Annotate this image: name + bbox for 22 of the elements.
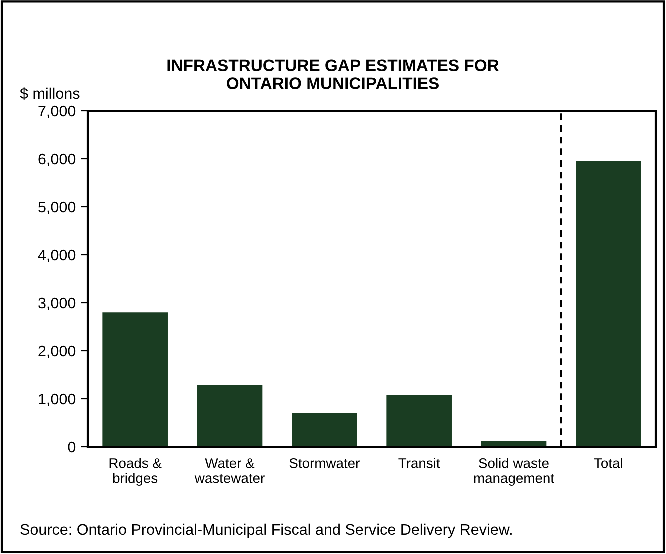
x-tick-label: Roads & bridges [110, 458, 162, 486]
bar [197, 386, 263, 447]
source-note: Source: Ontario Provincial-Municipal Fiscal and Service Delivery Review. [20, 524, 512, 538]
x-tick-label: Solid waste management [474, 458, 554, 486]
x-tick-label: Stormwater [290, 458, 360, 468]
y-tick-label: 1,000 [39, 394, 76, 406]
bar [292, 413, 358, 447]
x-tick-label: Water & wastewater [194, 458, 265, 484]
y-tick-label: 3,000 [38, 298, 76, 310]
bar [102, 312, 168, 447]
x-tick-label: Total [594, 458, 622, 468]
y-tick-label: 6,000 [38, 154, 76, 166]
bar [386, 395, 452, 447]
chart-title: INFRASTRUCTURE GAP ESTIMATES FOR ONTARIO MUNICIPALITIES [168, 60, 500, 90]
y-tick-label: 5,000 [38, 202, 76, 214]
y-tick-label: 2,000 [38, 346, 76, 358]
x-tick-label: Transit [398, 458, 440, 468]
bar [576, 161, 642, 447]
y-axis-title: $ millons [20, 88, 80, 100]
y-tick-label: 7,000 [38, 106, 76, 118]
y-tick-label: 0 [68, 442, 76, 453]
y-tick-label: 4,000 [38, 250, 76, 262]
